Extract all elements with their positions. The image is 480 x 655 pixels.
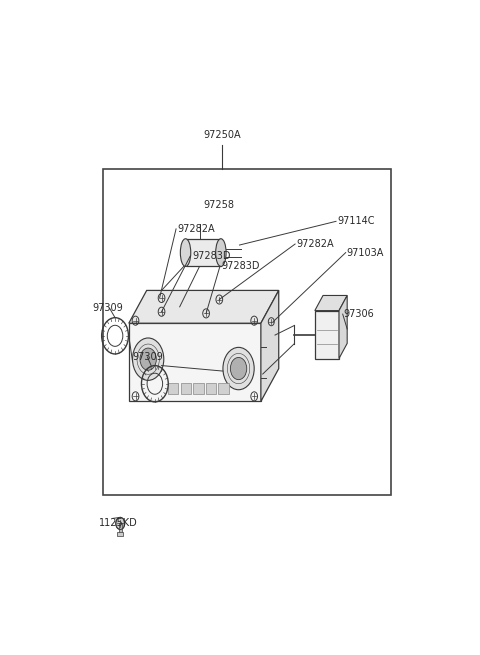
Bar bbox=[206, 383, 216, 394]
Text: 1125KD: 1125KD bbox=[99, 519, 138, 529]
Polygon shape bbox=[129, 290, 279, 323]
Bar bbox=[117, 531, 123, 536]
Bar bbox=[119, 523, 122, 533]
Bar bbox=[193, 383, 204, 394]
Bar bbox=[180, 383, 191, 394]
Circle shape bbox=[230, 358, 247, 380]
Bar bbox=[103, 170, 391, 495]
Text: 97103A: 97103A bbox=[347, 248, 384, 257]
Polygon shape bbox=[261, 290, 279, 402]
Text: 97309: 97309 bbox=[93, 303, 123, 313]
Text: 97283D: 97283D bbox=[222, 261, 260, 271]
Text: 97114C: 97114C bbox=[337, 216, 374, 227]
Bar bbox=[315, 310, 339, 358]
Text: 97282A: 97282A bbox=[296, 239, 334, 249]
Circle shape bbox=[223, 347, 254, 390]
Text: 97283D: 97283D bbox=[192, 251, 230, 261]
Text: 97250A: 97250A bbox=[203, 130, 240, 140]
Polygon shape bbox=[339, 295, 347, 358]
Ellipse shape bbox=[180, 238, 191, 267]
Circle shape bbox=[132, 338, 164, 381]
Text: 97258: 97258 bbox=[203, 200, 234, 210]
Bar bbox=[129, 323, 261, 402]
Circle shape bbox=[140, 348, 156, 370]
Text: 97306: 97306 bbox=[344, 309, 374, 319]
Ellipse shape bbox=[216, 238, 226, 267]
Text: 97309: 97309 bbox=[132, 352, 163, 362]
Polygon shape bbox=[315, 295, 347, 310]
Text: 97282A: 97282A bbox=[177, 224, 215, 234]
Bar bbox=[218, 383, 229, 394]
Bar bbox=[168, 383, 178, 394]
Bar bbox=[186, 238, 221, 267]
Circle shape bbox=[116, 517, 125, 529]
